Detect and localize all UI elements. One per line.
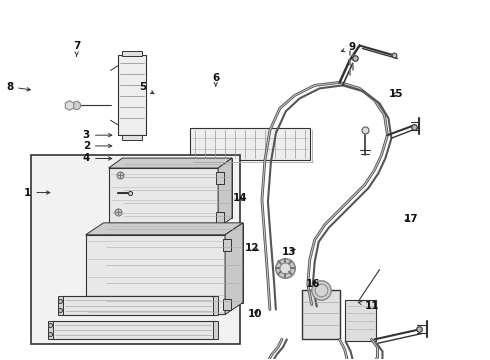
Bar	[51, 321, 215, 339]
Text: 7: 7	[73, 41, 80, 56]
Bar	[216, 172, 224, 184]
Bar	[31, 155, 240, 345]
Text: 4: 4	[83, 153, 112, 163]
Text: 1: 1	[24, 188, 50, 198]
Polygon shape	[108, 158, 232, 168]
Polygon shape	[108, 168, 218, 228]
Text: 8: 8	[6, 82, 30, 92]
Polygon shape	[86, 235, 225, 315]
Bar	[213, 321, 218, 339]
Bar	[48, 321, 53, 339]
Text: 11: 11	[358, 301, 379, 311]
Text: 13: 13	[282, 247, 296, 257]
Text: 12: 12	[245, 243, 260, 253]
Text: 14: 14	[233, 193, 247, 203]
Polygon shape	[86, 223, 243, 235]
Bar	[58, 296, 63, 315]
Text: 6: 6	[212, 73, 220, 86]
Bar	[213, 296, 218, 315]
Polygon shape	[218, 158, 232, 228]
Polygon shape	[103, 223, 243, 302]
Bar	[61, 296, 215, 315]
Polygon shape	[225, 223, 243, 315]
Bar	[344, 300, 376, 341]
Text: 16: 16	[306, 279, 320, 289]
Text: 9: 9	[342, 42, 356, 52]
Text: 5: 5	[139, 82, 154, 94]
Text: 2: 2	[83, 141, 112, 151]
Bar	[122, 135, 143, 140]
Bar	[223, 239, 231, 251]
Bar	[190, 128, 310, 160]
Text: 10: 10	[247, 310, 262, 319]
Text: 15: 15	[389, 89, 404, 99]
Bar	[216, 212, 224, 224]
Bar	[122, 50, 143, 57]
Polygon shape	[122, 158, 232, 218]
Text: 17: 17	[404, 215, 418, 224]
Text: 3: 3	[83, 130, 112, 140]
Bar	[223, 298, 231, 310]
Bar	[119, 55, 147, 135]
Bar	[302, 289, 340, 339]
